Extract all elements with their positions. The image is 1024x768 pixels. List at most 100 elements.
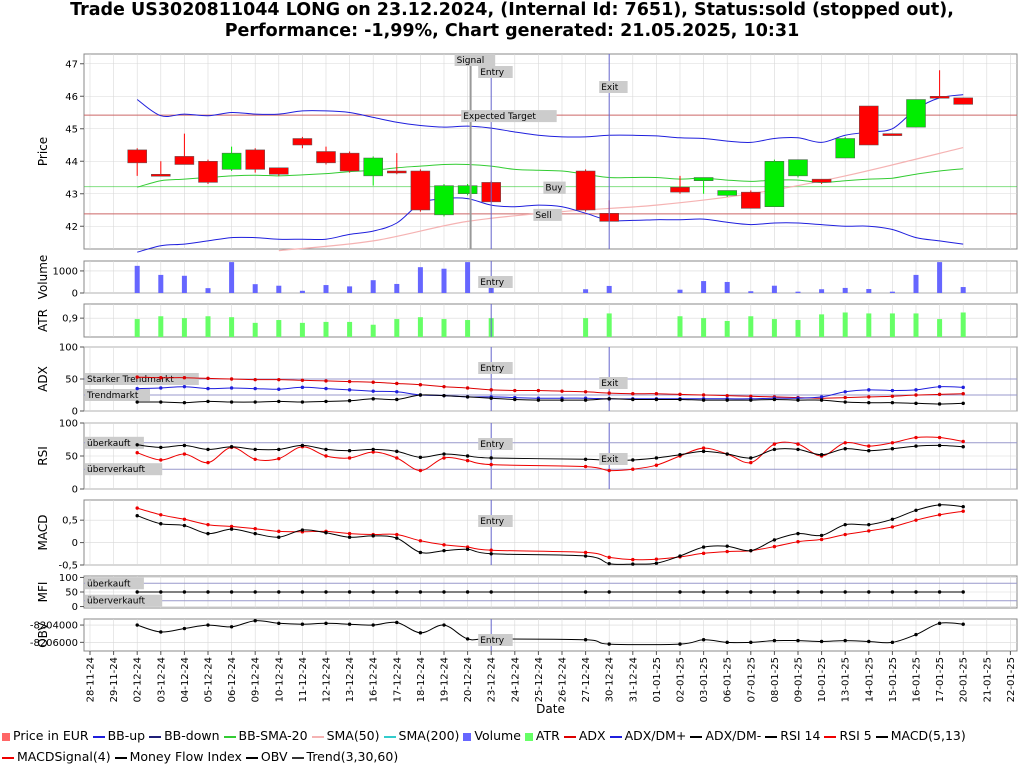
mfi-point [867,590,871,594]
dmplus-point [324,386,328,391]
x-tick-label: 24-12-24 [510,657,521,702]
level-tag-bg [85,577,144,590]
rsi14-point [277,447,281,452]
obv-point [465,637,470,641]
candle-body [292,138,313,146]
rsi5-point [890,441,895,445]
rsi5-point [796,442,800,446]
legend-label: BB-up [107,728,146,743]
y-tick-label: 1000 [53,266,78,277]
dmminus-point [206,399,210,404]
x-tick-label: 01-01-25 [652,657,663,702]
level-tag: überverkauft [87,597,146,607]
obv-point [277,621,281,626]
macd-point [701,545,706,549]
dmplus-point [277,387,281,391]
macd-point [135,513,139,518]
volume-bar [417,267,423,293]
x-tick-label: 11-12-24 [298,657,309,702]
y-tick-label: 0 [72,407,78,418]
mfi-point [890,590,895,594]
x-tick-label: 04-12-24 [180,657,191,702]
atr-bar [701,318,707,337]
atr-bar [795,320,801,337]
obv-point [347,622,352,626]
candle-body [693,177,714,181]
legend-swatch [92,735,105,738]
obv-point [253,619,257,623]
legend-swatch [291,756,304,759]
x-tick-label: 23-12-24 [487,657,498,702]
level-tag-bg [85,436,144,449]
macd-point [229,527,234,531]
dmminus-point [253,400,257,404]
adx-point [300,378,305,382]
level-tag: Trendmarkt [86,391,139,401]
macd-point [961,505,965,509]
rsi14-point [489,456,493,460]
adx-point [324,379,328,383]
obv-point [371,623,375,627]
adx-point [843,395,847,400]
x-axis-label: Date [536,702,565,716]
atr-bar [724,320,730,337]
legend-item: Volume [463,725,521,746]
rsi14-point [253,447,257,452]
y-tick-label: 50 [65,588,78,599]
rsi5-point [135,451,139,455]
level-tag-bg [85,373,199,385]
y-axis-label-atr: ATR [36,309,50,332]
exit-tag-rsi: Exit [601,455,619,465]
y-tick-label: 100 [59,343,78,354]
obv-point [796,638,800,643]
rsi14-point [843,447,847,451]
y-axis-label-macd: MACD [36,515,50,551]
macd-point [772,538,777,542]
rsi5-point [937,435,942,440]
legend-swatch [690,735,703,738]
legend-label: MACD(5,13) [890,728,966,743]
adx-point [937,392,942,397]
macdsig-point [253,526,257,531]
atr-bar [842,312,848,337]
rsi5-point [583,464,588,469]
volume-bar [960,287,966,293]
atr-bar [158,316,164,337]
obv-point [772,638,777,643]
legend-item: Trend(3,30,60) [291,746,398,767]
atr-bar [465,320,471,337]
obv-point [725,640,729,645]
adx-point [135,375,139,379]
y-tick-label: 44 [65,157,78,168]
dmminus-point [489,396,493,400]
atr-bar [677,316,683,337]
x-tick-label: 03-01-25 [699,657,710,702]
macd-point [749,548,753,553]
candle-body [127,149,147,164]
volume-bar [819,289,825,293]
candle-body [859,105,879,146]
x-tick-label: 17-12-24 [392,657,403,702]
mfi-point [324,590,328,594]
legend-label: SMA(50) [326,728,380,743]
adx-point [442,384,446,389]
macdsig-point [206,522,210,527]
legend-item: ADX/DM+ [609,725,686,746]
adx-point [701,393,706,397]
adx-line [137,376,964,399]
adx-point [253,377,257,382]
panel-frame-7 [83,618,1018,652]
x-tick-label: 13-01-25 [841,657,852,702]
rsi5-point [701,446,706,450]
rsi14-point [701,449,706,454]
macd-point [442,548,446,553]
obv-point [890,640,895,645]
y-tick-label: 42 [65,222,78,233]
candle-body [717,190,737,196]
x-tick-label: 20-01-25 [959,657,970,702]
dmminus-line [137,394,964,405]
x-tick-label: 21-01-25 [982,657,993,702]
candle-body [198,161,218,183]
mfi-point [135,590,139,594]
rsi14-point [867,449,871,453]
